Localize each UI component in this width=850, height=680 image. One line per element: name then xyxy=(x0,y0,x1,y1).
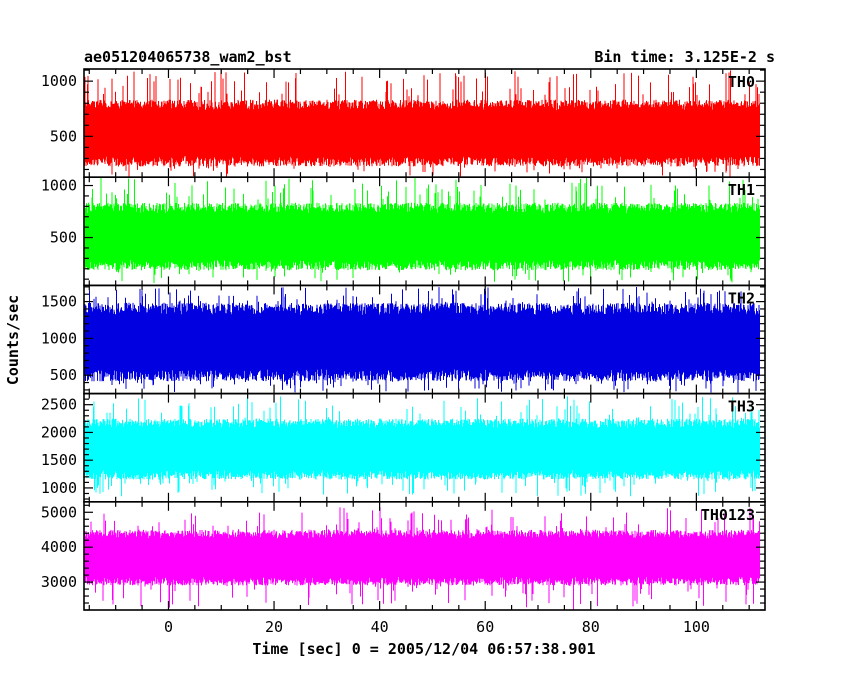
y-tick-label: 5000 xyxy=(41,503,77,521)
x-tick-label: 100 xyxy=(683,618,710,636)
panel-th2: 500 1000 1500 TH2 xyxy=(41,284,766,395)
y-tick-label: 1500 xyxy=(41,451,77,469)
panel-frame xyxy=(83,500,766,611)
y-tick-label: 4000 xyxy=(41,538,77,556)
y-tick-label: 500 xyxy=(50,127,77,145)
x-axis-label: Time [sec] 0 = 2005/12/04 06:57:38.901 xyxy=(252,640,595,658)
x-tick-label: 60 xyxy=(476,618,494,636)
panel-th0: 500 1000 TH0 xyxy=(41,68,766,178)
x-tick-label: 0 xyxy=(164,618,173,636)
series-trace-th2 xyxy=(83,287,760,393)
series-label-th2: TH2 xyxy=(728,289,755,307)
y-tick-label: 3000 xyxy=(41,573,77,591)
y-tick-label: 1000 xyxy=(41,479,77,497)
panel-th1: 500 1000 TH1 xyxy=(41,176,766,287)
panel-th3: 1000 1500 2000 2500 TH3 xyxy=(41,392,766,503)
x-tick-label: 20 xyxy=(265,618,283,636)
x-tick-label: 80 xyxy=(582,618,600,636)
series-label-th0: TH0 xyxy=(728,73,755,91)
series-label-th1: TH1 xyxy=(728,181,755,199)
y-tick-label: 1000 xyxy=(41,177,77,195)
series-trace-th1 xyxy=(83,177,760,283)
y-tick-label: 500 xyxy=(50,366,77,384)
series-trace-th0123 xyxy=(83,507,760,610)
series-label-th3: TH3 xyxy=(728,398,755,416)
y-tick-label: 1000 xyxy=(41,72,77,90)
observation-id-title: ae051204065738_wam2_bst xyxy=(84,48,292,66)
y-tick-label: 2500 xyxy=(41,396,77,414)
series-label-th0123: TH0123 xyxy=(701,506,755,524)
series-trace-th0 xyxy=(83,70,760,177)
y-tick-label: 1000 xyxy=(41,329,77,347)
y-axis-label: Counts/sec xyxy=(4,295,22,385)
y-tick-label: 500 xyxy=(50,229,77,247)
y-tick-label: 1500 xyxy=(41,293,77,311)
panel-th0123: 3000 4000 5000 TH0123 xyxy=(41,500,766,611)
series-trace-th3 xyxy=(83,396,760,497)
y-tick-label: 2000 xyxy=(41,423,77,441)
x-tick-label: 40 xyxy=(371,618,389,636)
bin-time-title: Bin time: 3.125E-2 s xyxy=(594,48,775,66)
